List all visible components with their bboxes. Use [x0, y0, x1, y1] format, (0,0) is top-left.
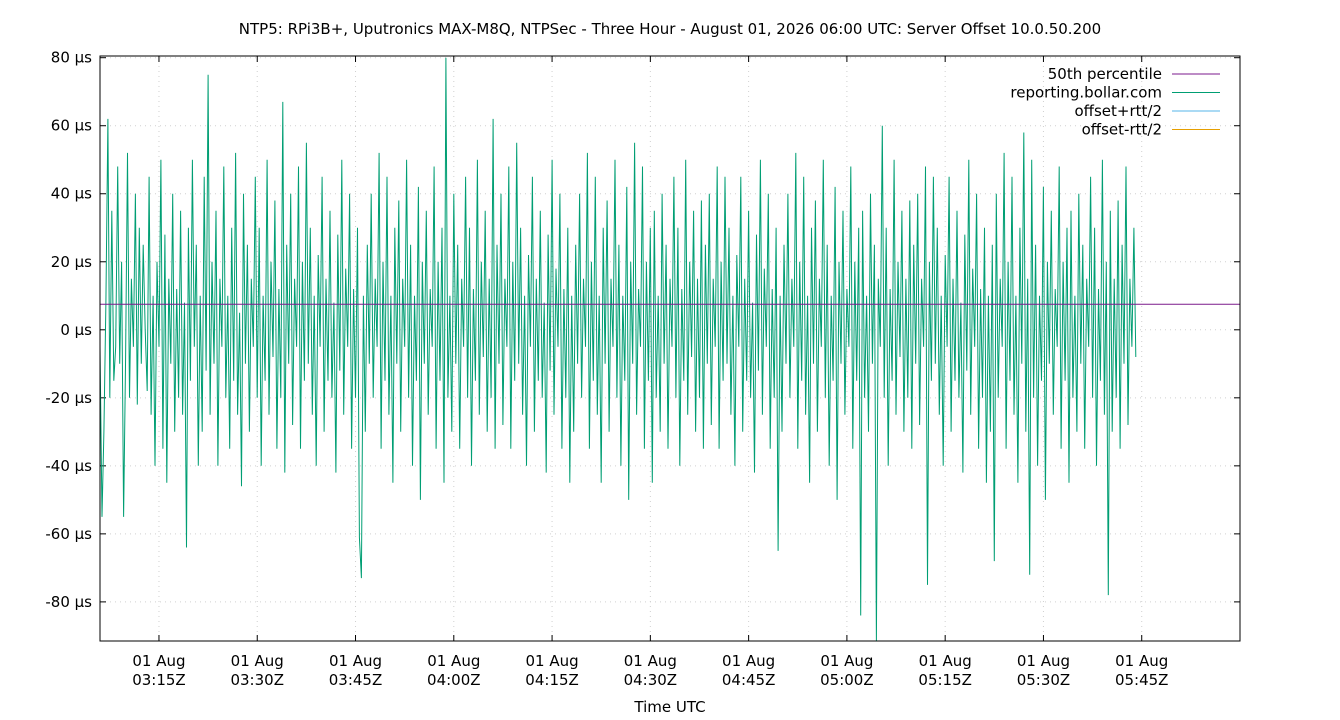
x-tick-label-time: 03:30Z — [230, 671, 284, 689]
x-tick-label-time: 03:15Z — [132, 671, 186, 689]
series-reporting-bollar-com-line — [99, 57, 1137, 642]
grid-layer — [100, 56, 1240, 641]
y-axis-ticks: 80 µs 60 µs 40 µs 20 µs 0 µs -20 µs -40 µs -60 … — [45, 49, 1240, 611]
x-tick-label-time: 04:45Z — [722, 671, 776, 689]
x-tick-label-time: 05:30Z — [1017, 671, 1071, 689]
legend-label: offset+rtt/2 — [1074, 102, 1162, 120]
x-tick-label-time: 04:00Z — [427, 671, 481, 689]
x-tick-label-date: 01 Aug — [329, 652, 382, 670]
y-tick-label: 40 µs — [51, 185, 92, 203]
x-tick-label-date: 01 Aug — [1017, 652, 1070, 670]
x-tick-label-date: 01 Aug — [231, 652, 284, 670]
x-tick-label-time: 04:15Z — [525, 671, 579, 689]
x-tick-label-date: 01 Aug — [525, 652, 578, 670]
x-tick-label-date: 01 Aug — [919, 652, 972, 670]
series-layer — [99, 57, 1240, 642]
x-tick-label-time: 05:15Z — [918, 671, 972, 689]
y-tick-label: 80 µs — [51, 49, 92, 67]
x-tick-label-time: 03:45Z — [329, 671, 383, 689]
x-tick-label-time: 04:30Z — [624, 671, 678, 689]
x-tick-label-date: 01 Aug — [132, 652, 185, 670]
y-tick-label: -40 µs — [45, 457, 92, 475]
y-tick-label: 20 µs — [51, 253, 92, 271]
plot-frame — [99, 55, 1241, 642]
x-tick-label-time: 05:00Z — [820, 671, 874, 689]
x-tick-label-date: 01 Aug — [624, 652, 677, 670]
y-tick-label: 0 µs — [60, 321, 92, 339]
y-tick-label: 60 µs — [51, 117, 92, 135]
legend-label: 50th percentile — [1048, 65, 1162, 83]
y-tick-label: -60 µs — [45, 525, 92, 543]
x-tick-label-date: 01 Aug — [722, 652, 775, 670]
x-tick-label-date: 01 Aug — [427, 652, 480, 670]
legend: 50th percentilereporting.bollar.comoffse… — [1010, 65, 1220, 139]
legend-label: offset-rtt/2 — [1082, 121, 1162, 139]
y-tick-label: -80 µs — [45, 593, 92, 611]
legend-label: reporting.bollar.com — [1010, 84, 1162, 102]
x-tick-label-date: 01 Aug — [1115, 652, 1168, 670]
x-tick-label-time: 05:45Z — [1115, 671, 1169, 689]
x-tick-label-date: 01 Aug — [820, 652, 873, 670]
chart-title: NTP5: RPi3B+, Uputronics MAX-M8Q, NTPSec… — [239, 20, 1101, 38]
y-tick-label: -20 µs — [45, 389, 92, 407]
x-axis-label: Time UTC — [633, 698, 705, 716]
